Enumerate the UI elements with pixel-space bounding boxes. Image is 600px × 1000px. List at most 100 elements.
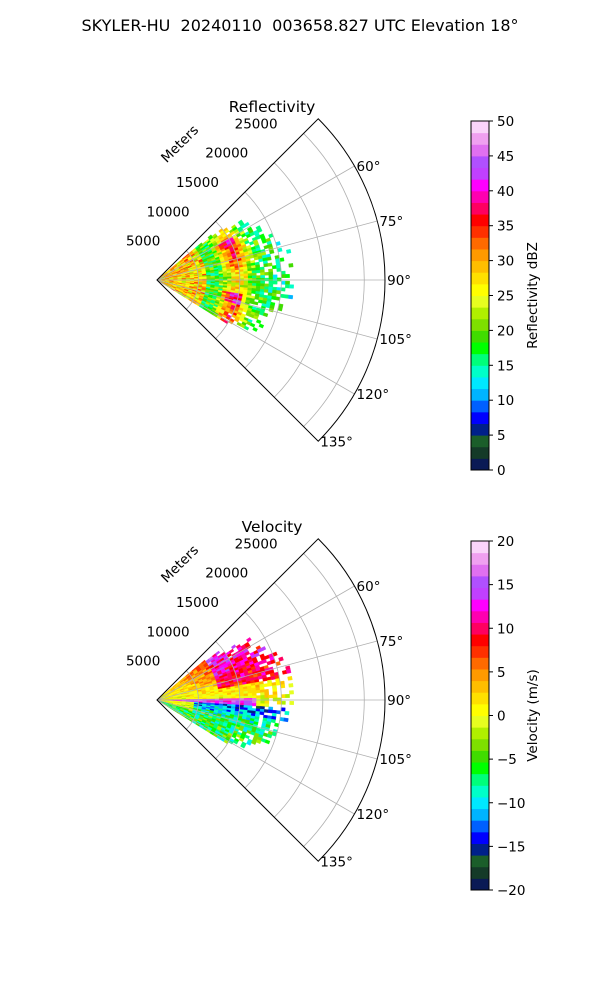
colorbar-segment bbox=[471, 248, 489, 262]
colorbar-segment bbox=[471, 855, 489, 868]
radar-gate bbox=[255, 319, 262, 324]
colorbar-segment bbox=[471, 272, 489, 285]
colorbar-tick-label: 15 bbox=[497, 358, 514, 374]
radar-gate bbox=[269, 249, 275, 255]
radar-gate bbox=[260, 277, 265, 282]
radar-gate bbox=[264, 689, 269, 693]
colorbar-tick-label: 5 bbox=[497, 665, 506, 681]
radar-gate bbox=[260, 695, 265, 699]
colorbar-segment bbox=[471, 715, 489, 728]
colorbar-tick-label: 20 bbox=[497, 534, 514, 550]
colorbar-segment bbox=[471, 773, 489, 786]
azimuth-tick-label: 135° bbox=[320, 854, 353, 870]
colorbar-tick-label: 35 bbox=[497, 219, 514, 235]
azimuth-tick-label: 135° bbox=[320, 434, 353, 450]
radar-gate bbox=[251, 290, 257, 295]
colorbar-segment bbox=[471, 692, 489, 705]
radar-gate bbox=[251, 692, 257, 697]
colorbar-segment bbox=[471, 330, 489, 343]
radar-gate bbox=[243, 693, 249, 697]
radar-gate bbox=[268, 274, 274, 279]
radar-gate bbox=[243, 325, 250, 331]
radar-gate bbox=[259, 689, 265, 693]
colorbar-tick-label: 15 bbox=[497, 578, 514, 594]
radar-gate bbox=[251, 740, 257, 745]
colorbar-segment bbox=[471, 703, 489, 716]
radar-gate bbox=[235, 280, 241, 284]
colorbar-segment bbox=[471, 622, 489, 635]
radar-gate bbox=[256, 227, 263, 233]
radar-gate bbox=[260, 283, 265, 287]
radar-gate bbox=[264, 277, 270, 282]
radar-gate bbox=[256, 275, 261, 279]
colorbar-segment bbox=[471, 458, 489, 471]
colorbar-label: Reflectivity dBZ bbox=[525, 242, 541, 349]
radar-gate bbox=[243, 275, 249, 279]
radar-gate bbox=[284, 294, 290, 299]
radar-gate bbox=[264, 703, 270, 708]
radar-gate bbox=[276, 277, 282, 282]
colorbar-segment bbox=[471, 541, 489, 554]
radar-gate bbox=[285, 280, 290, 285]
azimuth-tick-label: 75° bbox=[379, 214, 403, 230]
radar-gate bbox=[244, 734, 250, 740]
colorbar-segment bbox=[471, 400, 489, 413]
sector-frame bbox=[156, 538, 386, 862]
radar-gate bbox=[260, 280, 265, 284]
radar-gate bbox=[239, 695, 245, 699]
colorbar-segment bbox=[471, 820, 489, 833]
radar-gate bbox=[223, 696, 228, 700]
radar-gate bbox=[263, 683, 269, 688]
azimuth-gridline bbox=[156, 220, 378, 281]
radar-gate bbox=[280, 287, 286, 292]
colorbar-segment bbox=[471, 750, 489, 763]
radar-gate bbox=[276, 290, 282, 295]
colorbar-label: Velocity (m/s) bbox=[525, 669, 541, 762]
radar-gate bbox=[256, 697, 261, 702]
colorbar-segment bbox=[471, 237, 489, 250]
radar-gate bbox=[247, 698, 253, 702]
radar-gate bbox=[270, 675, 276, 681]
radar-gate bbox=[280, 707, 286, 712]
radar-gate bbox=[247, 693, 253, 697]
colorbar-segment bbox=[471, 121, 489, 134]
radar-gate bbox=[260, 697, 265, 702]
colorbar-segment bbox=[471, 132, 489, 145]
colorbar-segment bbox=[471, 610, 489, 623]
radar-gate bbox=[240, 743, 246, 749]
colorbar-segment bbox=[471, 365, 489, 378]
radar-gate bbox=[247, 278, 253, 282]
colorbar: −20 −15 −10 −5 0 5 10 15 20 Velocity (m/s) bbox=[470, 534, 541, 899]
colorbar-segment bbox=[471, 657, 489, 670]
radar-gate bbox=[266, 256, 272, 261]
panel-velocity: 5000 10000 15000 20000 25000 Meters 60° 75° 90° 1… bbox=[126, 518, 541, 899]
radar-gate bbox=[255, 689, 261, 694]
radar-gate bbox=[276, 287, 282, 292]
colorbar-segment bbox=[471, 411, 489, 424]
radial-tick-label: 25000 bbox=[235, 116, 278, 132]
radar-gate bbox=[288, 263, 294, 268]
radar-gate bbox=[246, 740, 252, 746]
radial-tick-label: 25000 bbox=[235, 536, 278, 552]
radar-gate bbox=[272, 691, 278, 696]
colorbar-segment bbox=[471, 843, 489, 856]
radar-field bbox=[156, 637, 294, 749]
colorbar-segment bbox=[471, 866, 489, 879]
azimuth-gridline bbox=[156, 279, 378, 340]
colorbar-tick-label: 40 bbox=[497, 184, 514, 200]
radar-gate bbox=[231, 696, 236, 699]
radar-gate bbox=[272, 688, 278, 693]
radar-gate bbox=[264, 694, 270, 699]
colorbar-segment bbox=[471, 376, 489, 390]
colorbar-tick-label: 0 bbox=[497, 709, 506, 725]
radar-gate bbox=[268, 283, 274, 288]
radar-gate bbox=[268, 271, 274, 276]
radar-gate bbox=[243, 695, 249, 699]
radar-gate bbox=[235, 700, 241, 704]
radar-gate bbox=[227, 276, 232, 279]
radial-tick-label: 15000 bbox=[176, 595, 219, 611]
radar-gate bbox=[262, 312, 269, 318]
azimuth-gridline bbox=[156, 585, 355, 701]
radar-gate bbox=[272, 694, 278, 699]
